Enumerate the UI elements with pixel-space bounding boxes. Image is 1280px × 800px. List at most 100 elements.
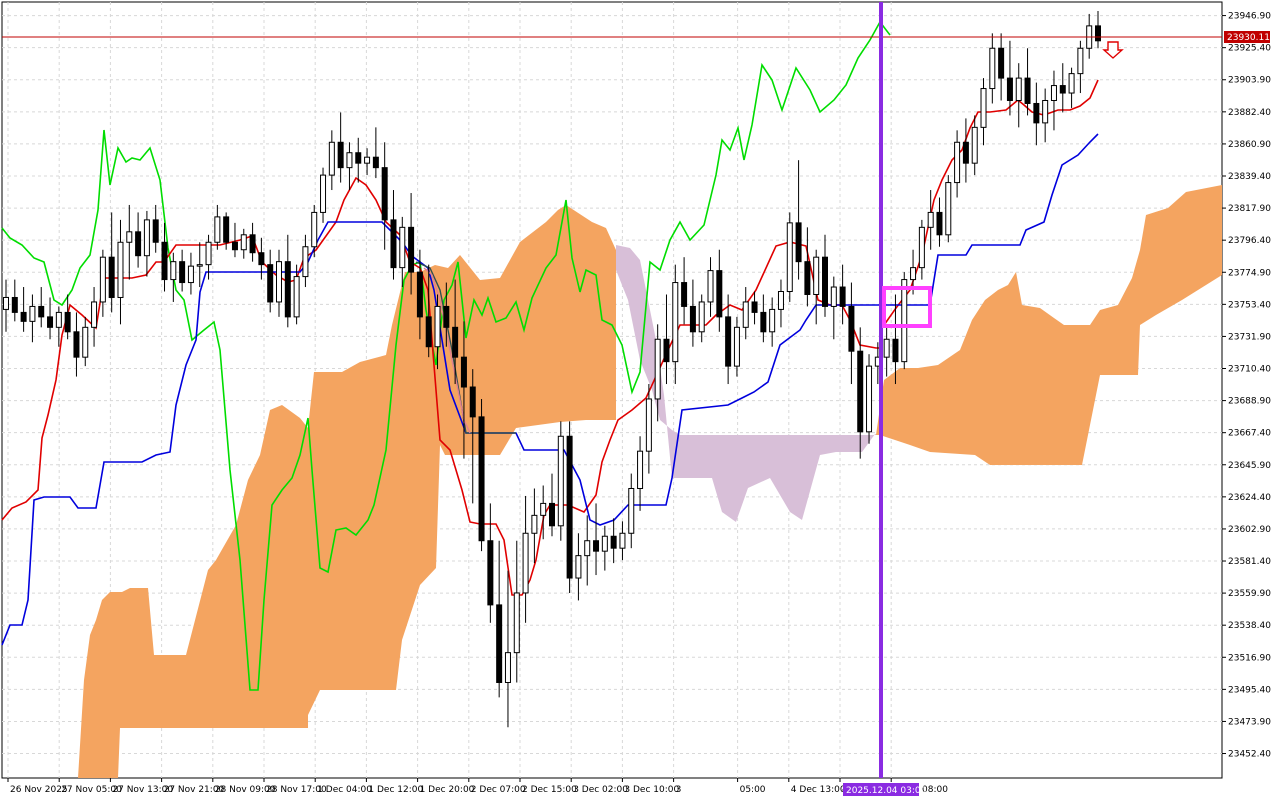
candle	[108, 212, 115, 313]
candle-body-bull	[302, 246, 309, 278]
candle-body-bear	[663, 338, 670, 363]
candle-body-bear	[1059, 85, 1066, 94]
candle	[549, 473, 555, 537]
candle-body-bear	[1006, 77, 1013, 101]
candle	[918, 219, 925, 280]
candle-body-bull	[980, 88, 987, 128]
candle	[416, 249, 423, 340]
y-tick-label: 23796.40	[1228, 236, 1271, 246]
candle-body-bear	[416, 271, 423, 318]
y-tick-label: 23538.40	[1228, 621, 1271, 631]
candle	[760, 294, 767, 343]
candle	[540, 485, 547, 540]
candle	[20, 287, 27, 332]
candle	[38, 287, 45, 328]
x-tick-label: 2 Dec 07:00	[471, 785, 526, 795]
candle-body-bear	[47, 316, 54, 328]
candle	[399, 216, 406, 288]
y-tick-label: 23559.90	[1228, 589, 1271, 599]
candle	[425, 264, 432, 358]
candle-body-bear	[725, 316, 732, 367]
candle-body-bull	[346, 152, 353, 169]
candle	[989, 33, 996, 104]
y-tick-label: 23860.90	[1228, 140, 1271, 150]
candle	[355, 137, 362, 183]
candle-body-bear	[161, 241, 168, 281]
x-tick-label: 3 Dec 02:00	[573, 785, 628, 795]
candle-body-bull	[777, 291, 784, 310]
candle-body-bull	[399, 226, 406, 269]
candle	[1033, 82, 1040, 146]
candle-body-bear	[936, 211, 943, 236]
x-tick-label: 27 Nov 05:00	[61, 785, 122, 795]
candle	[610, 518, 617, 564]
candle	[681, 257, 688, 325]
candle-body-bear	[231, 241, 238, 251]
y-tick-label: 23710.40	[1228, 365, 1271, 375]
candle	[302, 234, 309, 288]
candle-body-bull	[927, 211, 934, 228]
candle-body-bull	[293, 276, 300, 318]
candle-body-bull	[531, 514, 538, 534]
candle	[839, 264, 846, 325]
candle-body-bear	[593, 540, 600, 552]
kumo-bear-mid	[616, 245, 880, 522]
candle-body-bear	[998, 47, 1005, 79]
candle-body-bear	[152, 219, 159, 243]
candle-body-bear	[681, 282, 688, 307]
candle-body-bear	[73, 331, 80, 358]
candle	[1015, 63, 1022, 128]
candle	[672, 264, 679, 385]
y-tick-label: 23817.90	[1228, 204, 1271, 214]
candle	[593, 503, 600, 576]
candle	[504, 570, 511, 728]
candle-body-bear	[408, 226, 415, 273]
candle-body-bull	[769, 308, 776, 333]
candle	[214, 204, 221, 250]
x-tick-label: 2 Dec 15:00	[522, 785, 577, 795]
candle-body-bear	[381, 167, 388, 221]
candle-body-bull	[540, 502, 547, 516]
candle-body-bear	[496, 604, 503, 683]
y-tick-label: 23925.40	[1228, 44, 1271, 54]
candle-body-bull	[82, 326, 89, 358]
candle	[434, 294, 441, 370]
candle	[11, 279, 18, 322]
candle-body-bull	[1077, 47, 1084, 75]
candle	[698, 294, 705, 343]
candle-body-bear	[390, 219, 397, 269]
candle	[619, 521, 626, 561]
candle	[223, 212, 230, 250]
candle-body-bull	[3, 296, 9, 310]
candle-body-bear	[610, 535, 617, 549]
candle	[575, 533, 582, 601]
candle-body-bull	[830, 286, 837, 307]
y-tick-label: 23581.40	[1228, 557, 1271, 567]
y-tick-label: 23602.90	[1228, 525, 1271, 535]
y-tick-label: 23882.40	[1228, 108, 1271, 118]
candle-body-bear	[11, 296, 18, 313]
candle-body-bear	[452, 326, 459, 358]
candle	[1042, 88, 1049, 143]
y-tick-label: 23903.90	[1228, 76, 1271, 86]
candle-body-bear	[460, 356, 467, 388]
candle	[751, 291, 758, 325]
candle	[628, 473, 635, 549]
candle	[372, 127, 379, 179]
candle-body-bear	[848, 305, 855, 352]
candle	[522, 495, 529, 623]
candle-body-bull	[1050, 85, 1057, 101]
candle	[408, 193, 415, 295]
candle-body-bull	[143, 219, 150, 257]
candle	[452, 279, 459, 385]
candle	[267, 249, 274, 313]
candle-body-bear	[179, 261, 186, 284]
y-tick-label: 23667.40	[1228, 429, 1271, 439]
candle-body-bull	[601, 535, 608, 552]
candle-body-bear	[20, 311, 27, 322]
candle-body-bull	[813, 256, 820, 295]
candle-body-bull	[654, 338, 661, 400]
candle-body-bear	[284, 261, 291, 318]
candle	[91, 287, 98, 347]
candle-body-bear	[751, 301, 758, 313]
